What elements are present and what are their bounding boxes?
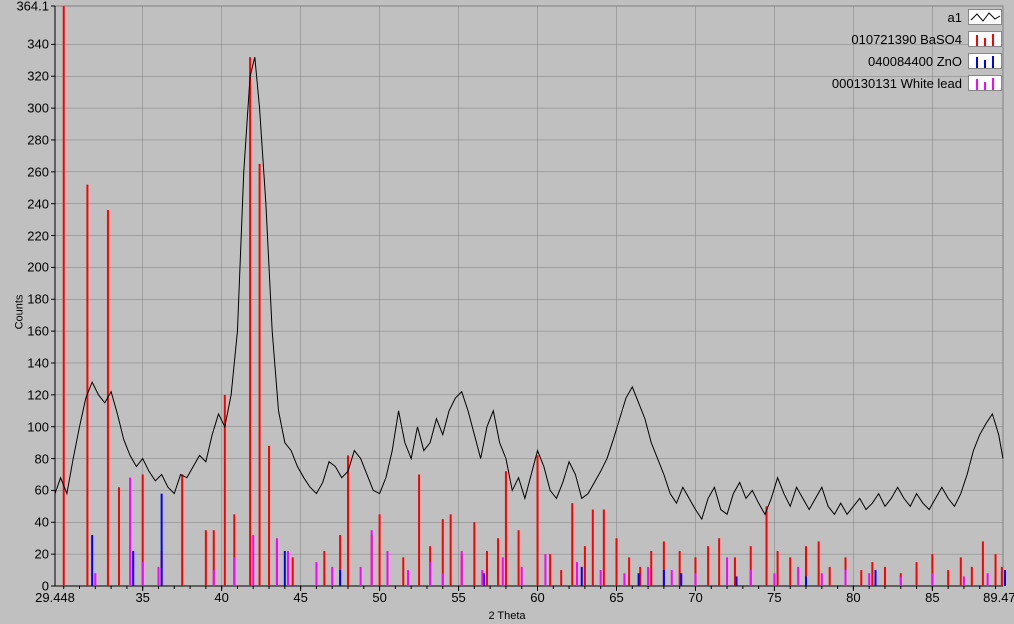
y-tick-label: 280 [9,132,49,147]
y-tick-label: 220 [9,228,49,243]
legend-swatch-sticks [968,75,1002,91]
legend-item-a1: a1 [832,6,1002,28]
chart-container: Counts 2 Theta 0204060801001201401601802… [0,0,1014,624]
x-tick-label: 35 [135,590,149,605]
y-tick-label: 120 [9,387,49,402]
x-tick-label: 65 [609,590,623,605]
x-tick-label: 40 [214,590,228,605]
y-tick-label: 20 [9,547,49,562]
legend-item-zno: 040084400 ZnO [832,50,1002,72]
x-tick-label: 85 [925,590,939,605]
x-tick-label: 45 [293,590,307,605]
legend: a1 010721390 BaSO4 040084400 ZnO 0001301… [832,6,1002,94]
legend-label: a1 [948,10,962,25]
y-tick-label: 160 [9,324,49,339]
y-tick-label: 260 [9,164,49,179]
y-tick-label: 200 [9,260,49,275]
legend-item-baso4: 010721390 BaSO4 [832,28,1002,50]
y-tick-label: 140 [9,355,49,370]
x-tick-label: 75 [767,590,781,605]
x-tick-label: 29.448 [35,590,75,605]
x-tick-label: 60 [530,590,544,605]
legend-label: 010721390 BaSO4 [851,32,962,47]
y-tick-label: 364.1 [9,0,49,14]
x-tick-label: 70 [688,590,702,605]
y-tick-label: 240 [9,196,49,211]
legend-label: 000130131 White lead [832,76,962,91]
x-axis-label: 2 Theta [488,610,525,622]
y-tick-label: 180 [9,292,49,307]
x-tick-label: 89.473 [983,590,1014,605]
y-tick-label: 300 [9,101,49,116]
y-tick-label: 80 [9,451,49,466]
x-tick-label: 55 [451,590,465,605]
legend-item-whitelead: 000130131 White lead [832,72,1002,94]
y-tick-label: 60 [9,483,49,498]
x-tick-label: 80 [846,590,860,605]
y-tick-label: 340 [9,37,49,52]
legend-swatch-sticks [968,53,1002,69]
legend-label: 040084400 ZnO [868,54,962,69]
legend-swatch-line [968,9,1002,25]
y-tick-label: 100 [9,419,49,434]
y-tick-label: 40 [9,515,49,530]
legend-swatch-sticks [968,31,1002,47]
x-tick-label: 50 [372,590,386,605]
y-tick-label: 320 [9,69,49,84]
